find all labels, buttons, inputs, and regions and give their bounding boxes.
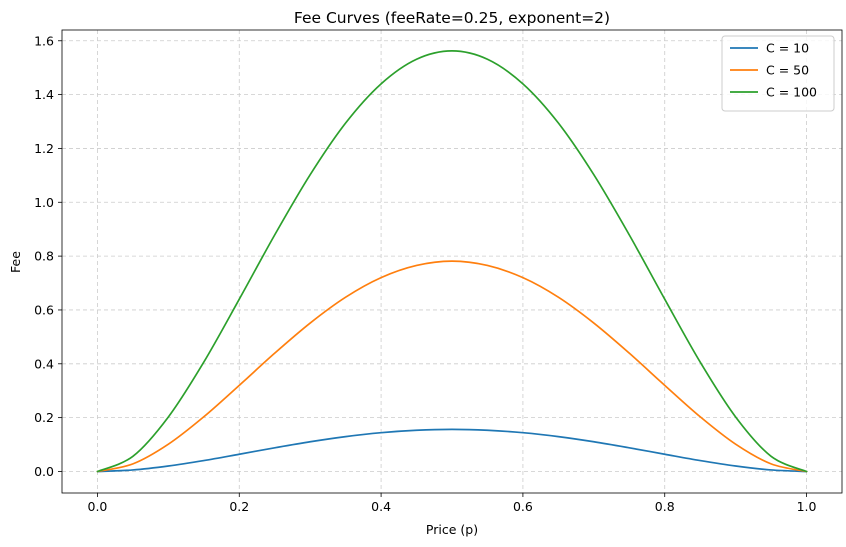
series-lines <box>96 50 808 473</box>
x-axis-label: Price (p) <box>426 522 478 537</box>
y-tick-label: 1.4 <box>34 87 54 102</box>
y-axis-ticks: 0.0 0.2 0.4 0.6 0.8 1.0 1.2 1.4 1.6 <box>34 33 62 479</box>
legend-label-c-100: C = 100 <box>766 85 817 100</box>
y-tick-label: 0.0 <box>34 464 54 479</box>
x-axis-ticks: 0.0 0.2 0.4 0.6 0.8 1.0 <box>88 493 817 514</box>
series-line-c-100 <box>96 50 808 473</box>
chart-title: Fee Curves (feeRate=0.25, exponent=2) <box>294 9 610 27</box>
y-tick-label: 1.0 <box>34 195 54 210</box>
x-tick-label: 0.2 <box>229 499 249 514</box>
legend-label-c-10: C = 10 <box>766 41 809 56</box>
plot-area-frame <box>61 29 843 494</box>
y-tick-label: 0.8 <box>34 249 54 264</box>
x-tick-label: 0.4 <box>371 499 391 514</box>
x-tick-label: 0.0 <box>88 499 108 514</box>
y-tick-label: 1.2 <box>34 141 54 156</box>
x-tick-label: 0.8 <box>655 499 675 514</box>
y-tick-label: 0.4 <box>34 356 54 371</box>
series-line-c-50 <box>96 260 808 473</box>
x-tick-label: 1.0 <box>797 499 817 514</box>
y-axis-label: Fee <box>8 251 23 273</box>
y-tick-label: 0.6 <box>34 302 54 317</box>
grid <box>62 30 842 493</box>
legend: C = 10 C = 50 C = 100 <box>721 35 835 112</box>
y-tick-label: 0.2 <box>34 410 54 425</box>
x-tick-label: 0.6 <box>513 499 533 514</box>
legend-label-c-50: C = 50 <box>766 63 809 78</box>
y-tick-label: 1.6 <box>34 33 54 48</box>
series-line-c-10 <box>96 428 808 473</box>
